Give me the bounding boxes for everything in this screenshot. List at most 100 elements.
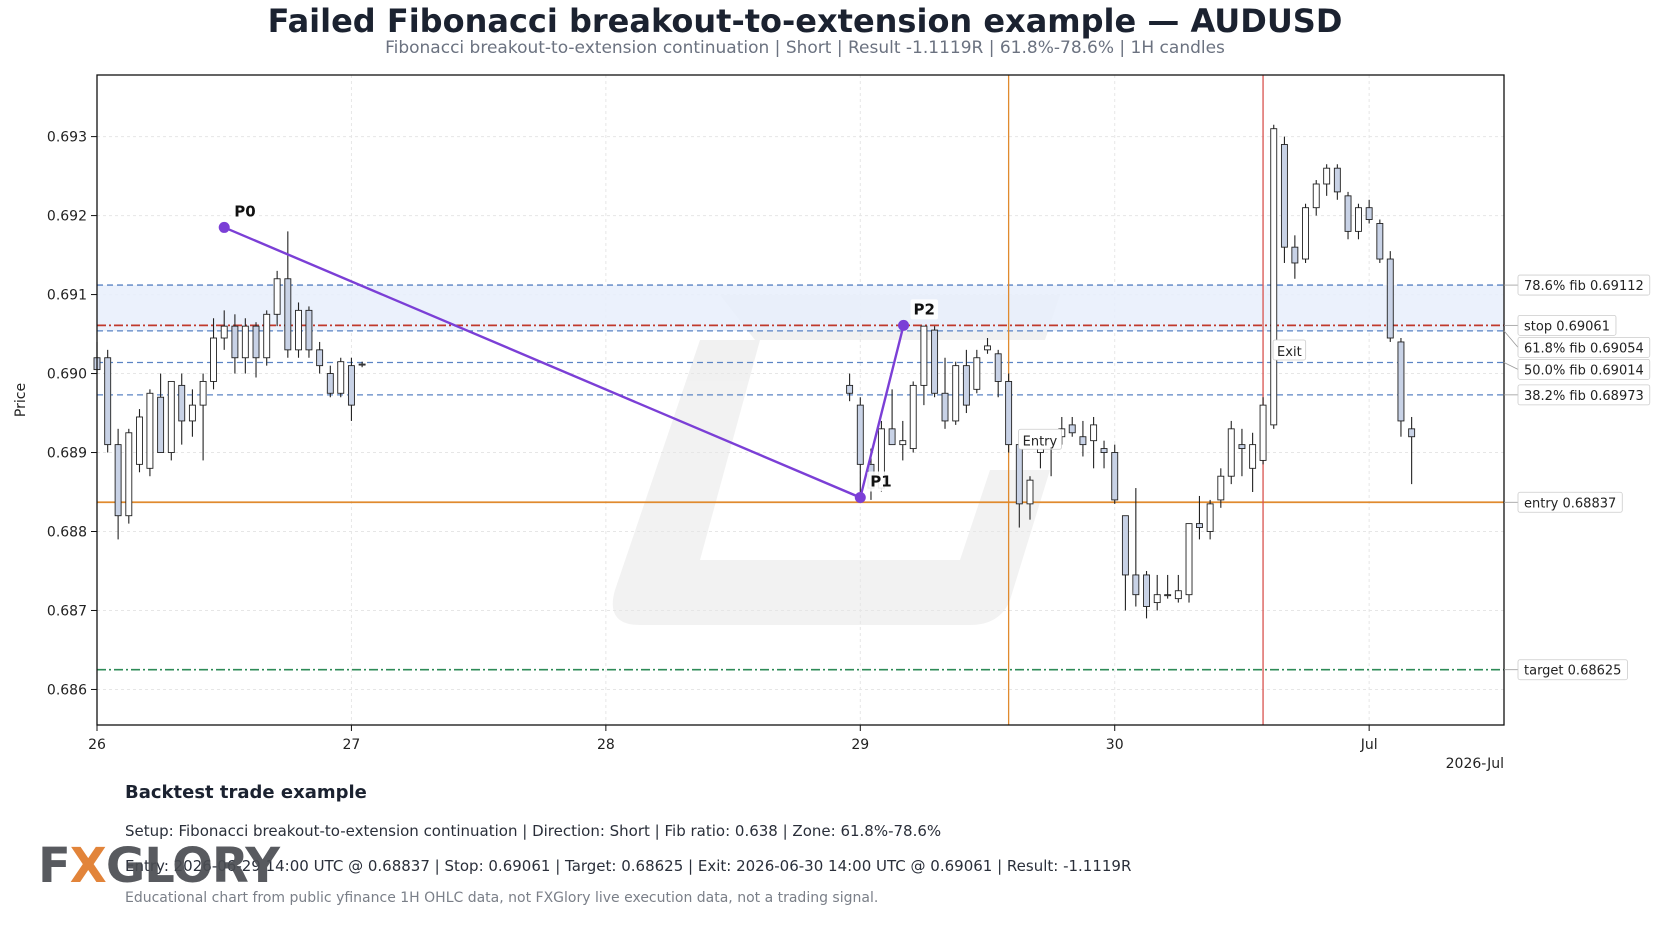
candle-body — [1090, 424, 1098, 442]
swing-label-text: P0 — [234, 202, 255, 220]
candle-body — [1164, 594, 1172, 597]
candle-body — [157, 396, 165, 453]
candle-body — [1270, 128, 1278, 426]
candle — [146, 389, 154, 477]
candle — [1217, 468, 1225, 508]
level-label-text: entry 0.68837 — [1524, 496, 1616, 511]
swing-label: P2 — [910, 299, 938, 320]
x-year-label: 2026-Jul — [1446, 756, 1504, 772]
candle — [1079, 420, 1087, 457]
candle-body — [1376, 223, 1384, 260]
candle-body — [1121, 515, 1129, 576]
candle — [1408, 416, 1416, 485]
candle — [994, 349, 1002, 398]
candle — [941, 357, 949, 429]
candle-body — [1174, 590, 1182, 600]
swing-label-box — [910, 299, 938, 320]
candle — [1312, 180, 1320, 216]
candle — [295, 302, 302, 358]
y-tick-label: 0.692 — [47, 209, 87, 225]
candle — [1365, 199, 1373, 224]
x-axis: 26 27 28 29 30 Jul — [88, 725, 1378, 753]
candle — [920, 325, 928, 406]
candle-body — [167, 380, 175, 453]
candle — [1068, 416, 1076, 437]
chart-subtitle: Fibonacci breakout-to-extension continua… — [385, 38, 1225, 58]
level-labels: 78.6% fib 0.69112 stop 0.69061 61.8% fib 0… — [1503, 274, 1651, 681]
candle — [962, 349, 970, 414]
swing-point — [854, 492, 866, 504]
candle — [909, 381, 917, 453]
level-label: 61.8% fib 0.69054 — [1517, 336, 1651, 358]
candle — [252, 322, 260, 378]
y-tick-label: 0.688 — [47, 525, 87, 541]
candle — [1397, 338, 1405, 437]
candle-body — [1132, 574, 1140, 596]
footer-note: Educational chart from public yfinance 1… — [125, 890, 879, 906]
candle — [167, 380, 175, 461]
candle — [984, 338, 991, 354]
y-axis: 0.686 0.687 0.688 0.689 0.690 0.691 0.692 0.693 — [47, 130, 97, 698]
candle-body — [1259, 404, 1267, 461]
candle-body — [994, 353, 1002, 382]
level-label-box — [1517, 358, 1651, 380]
candle — [952, 361, 960, 425]
candle — [1100, 440, 1108, 469]
candle-body — [284, 278, 292, 351]
candle-body — [909, 384, 917, 450]
candle — [114, 428, 122, 540]
candle-body — [846, 384, 854, 394]
fxglory-logo: FXGLORY — [38, 838, 280, 894]
candle — [1302, 203, 1309, 263]
level-label: 38.2% fib 0.68973 — [1517, 384, 1651, 406]
candle — [188, 389, 196, 437]
candle-body — [295, 309, 302, 351]
candle-body — [1100, 448, 1108, 453]
candle — [1323, 164, 1331, 196]
marker-text: Exit — [1277, 345, 1302, 360]
candle-body — [252, 325, 260, 359]
candle-body — [1291, 246, 1299, 264]
candle — [931, 326, 939, 398]
candle-body — [326, 373, 334, 394]
candle-body — [188, 404, 196, 422]
candle-body — [1143, 574, 1150, 607]
candle — [305, 306, 313, 358]
plot-frame — [96, 74, 1505, 726]
candle-body — [1153, 594, 1161, 604]
candle-body — [231, 325, 239, 359]
candle — [1249, 432, 1257, 493]
level-leader — [1503, 362, 1519, 370]
level-label-box — [1517, 336, 1651, 358]
logo-text-start: F — [38, 838, 71, 894]
candle — [1206, 499, 1214, 540]
y-axis-label: Price — [13, 383, 29, 417]
level-label-text: stop 0.69061 — [1524, 319, 1610, 334]
candle-body — [136, 416, 143, 465]
candle — [1386, 251, 1394, 342]
candle — [1344, 191, 1352, 240]
candle — [1259, 397, 1267, 465]
candle — [125, 428, 133, 524]
x-tick-label: 29 — [851, 737, 869, 753]
candle-body — [1312, 183, 1320, 209]
candle-body — [273, 278, 281, 315]
candle-body — [1111, 452, 1119, 501]
level-label-text: 78.6% fib 0.69112 — [1524, 279, 1644, 294]
swing-point — [898, 319, 910, 331]
candle — [1227, 420, 1235, 485]
candle — [178, 373, 186, 445]
candle-body — [984, 345, 991, 351]
candle-body — [358, 363, 366, 366]
candle — [899, 420, 907, 461]
candle — [856, 397, 864, 493]
marker-box — [1272, 339, 1307, 361]
level-label-box — [1517, 659, 1628, 681]
candle — [1376, 219, 1384, 263]
swing-label-text: P1 — [870, 473, 891, 491]
candle — [263, 310, 271, 366]
level-label-text: 61.8% fib 0.69054 — [1524, 341, 1644, 356]
level-label-box — [1517, 274, 1651, 296]
candle-body — [1280, 144, 1288, 248]
level-label: 50.0% fib 0.69014 — [1517, 358, 1651, 380]
